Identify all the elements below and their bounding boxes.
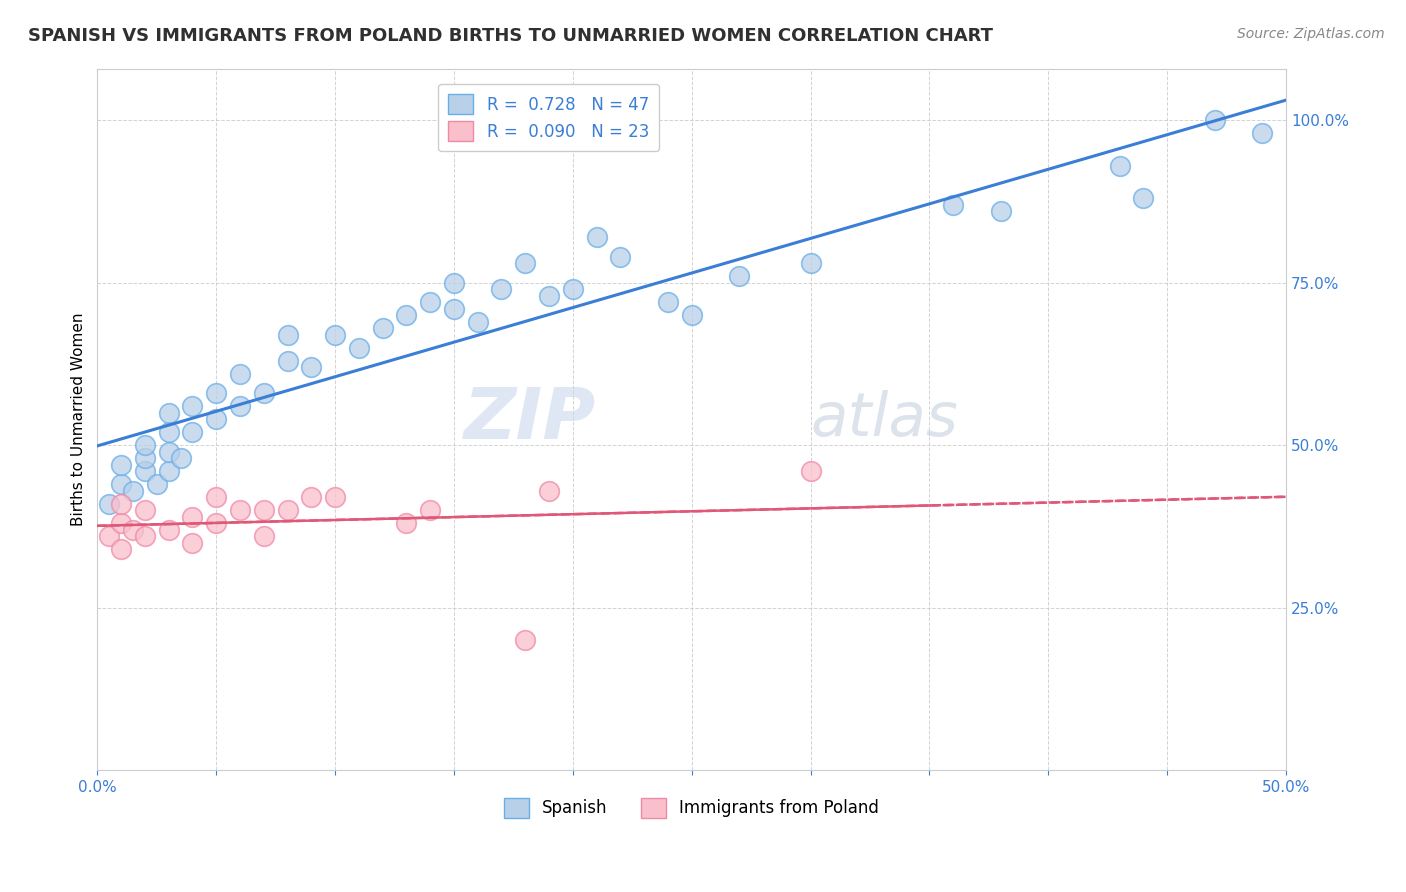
- Point: [467, 315, 489, 329]
- Point: [157, 425, 180, 440]
- Point: [728, 269, 751, 284]
- Point: [537, 483, 560, 498]
- Point: [395, 309, 418, 323]
- Point: [657, 295, 679, 310]
- Point: [205, 412, 228, 426]
- Point: [799, 256, 821, 270]
- Point: [277, 327, 299, 342]
- Point: [181, 425, 204, 440]
- Point: [253, 529, 276, 543]
- Point: [1251, 127, 1274, 141]
- Point: [443, 301, 465, 316]
- Point: [110, 477, 132, 491]
- Point: [347, 341, 370, 355]
- Point: [561, 282, 583, 296]
- Point: [157, 406, 180, 420]
- Point: [181, 509, 204, 524]
- Point: [110, 458, 132, 472]
- Point: [181, 399, 204, 413]
- Point: [98, 497, 121, 511]
- Point: [146, 477, 169, 491]
- Point: [681, 309, 703, 323]
- Point: [1108, 159, 1130, 173]
- Point: [371, 321, 394, 335]
- Point: [110, 497, 132, 511]
- Point: [491, 282, 513, 296]
- Y-axis label: Births to Unmarried Women: Births to Unmarried Women: [72, 312, 86, 526]
- Point: [134, 464, 156, 478]
- Point: [205, 516, 228, 531]
- Point: [110, 542, 132, 557]
- Point: [277, 503, 299, 517]
- Point: [299, 360, 322, 375]
- Legend: Spanish, Immigrants from Poland: Spanish, Immigrants from Poland: [498, 791, 886, 825]
- Point: [942, 198, 965, 212]
- Point: [323, 327, 346, 342]
- Point: [419, 295, 441, 310]
- Point: [1132, 191, 1154, 205]
- Point: [799, 464, 821, 478]
- Point: [181, 535, 204, 549]
- Point: [1204, 113, 1226, 128]
- Point: [205, 386, 228, 401]
- Point: [157, 444, 180, 458]
- Point: [537, 289, 560, 303]
- Point: [990, 204, 1012, 219]
- Point: [299, 490, 322, 504]
- Point: [419, 503, 441, 517]
- Text: SPANISH VS IMMIGRANTS FROM POLAND BIRTHS TO UNMARRIED WOMEN CORRELATION CHART: SPANISH VS IMMIGRANTS FROM POLAND BIRTHS…: [28, 27, 993, 45]
- Point: [134, 451, 156, 466]
- Point: [157, 464, 180, 478]
- Point: [515, 256, 537, 270]
- Point: [277, 353, 299, 368]
- Point: [323, 490, 346, 504]
- Point: [134, 503, 156, 517]
- Text: atlas: atlas: [810, 390, 959, 449]
- Text: Source: ZipAtlas.com: Source: ZipAtlas.com: [1237, 27, 1385, 41]
- Text: ZIP: ZIP: [464, 384, 596, 454]
- Point: [443, 276, 465, 290]
- Point: [110, 516, 132, 531]
- Point: [134, 529, 156, 543]
- Point: [157, 523, 180, 537]
- Point: [134, 438, 156, 452]
- Point: [122, 523, 145, 537]
- Point: [515, 633, 537, 648]
- Point: [205, 490, 228, 504]
- Point: [229, 503, 252, 517]
- Point: [395, 516, 418, 531]
- Point: [169, 451, 191, 466]
- Point: [585, 230, 607, 244]
- Point: [229, 399, 252, 413]
- Point: [253, 503, 276, 517]
- Point: [253, 386, 276, 401]
- Point: [609, 250, 631, 264]
- Point: [229, 367, 252, 381]
- Point: [98, 529, 121, 543]
- Point: [122, 483, 145, 498]
